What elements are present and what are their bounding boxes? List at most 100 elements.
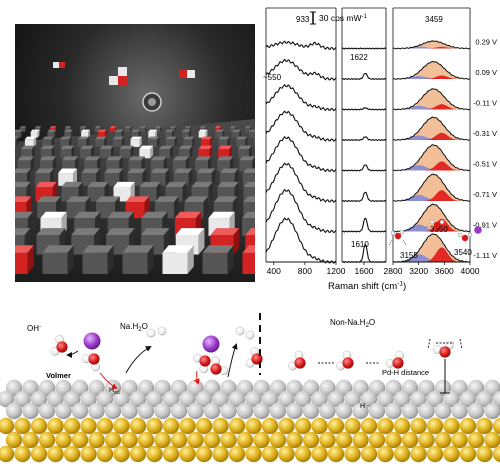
cube-top	[60, 136, 72, 140]
cube	[232, 131, 240, 138]
cube-top	[61, 181, 83, 188]
hydrogen-atom	[157, 326, 167, 336]
cube-top	[39, 156, 57, 161]
cube	[178, 148, 190, 159]
cube-side	[97, 156, 101, 172]
cube-side	[67, 245, 74, 274]
substrate-atom	[30, 417, 48, 435]
cube-side	[138, 129, 141, 138]
oh-label: OH-	[27, 324, 41, 333]
substrate-atom	[170, 431, 188, 449]
cube-top	[40, 211, 67, 219]
cube-side	[69, 136, 72, 147]
water-molecule	[288, 350, 306, 371]
oxygen-atom	[56, 341, 68, 353]
substrate-atom	[162, 417, 180, 435]
cube-side	[139, 136, 142, 147]
cube-side	[33, 136, 37, 147]
spectrum-trace-mid	[341, 191, 387, 203]
cube-side	[207, 156, 212, 172]
fit-area-total	[393, 117, 470, 140]
cube	[155, 127, 160, 132]
peak-label-3459: 3459	[425, 15, 443, 24]
raman-svg: 0.29 V 0.09 V -0.11 V -0.31 V -0.51 V -0.71 V…	[263, 7, 497, 292]
substrate-atom	[401, 431, 419, 449]
pd-atom	[476, 390, 493, 408]
oxygen-atom	[439, 346, 451, 358]
pd-atom	[47, 390, 64, 408]
fit-area-blue	[393, 135, 470, 140]
cube-side	[170, 145, 173, 159]
cube-top	[110, 126, 117, 128]
non-na-h2o-label: Non-Na.H2O	[330, 318, 375, 329]
inset-water-3350	[423, 219, 445, 229]
cube	[119, 148, 131, 159]
fit-area-blue	[393, 194, 470, 201]
cube-side	[188, 129, 191, 138]
cube-top	[198, 129, 208, 132]
scheme-svg: OH- Na.H2O Volmer Had Non-Na.H2O Pd-H di…	[0, 313, 500, 463]
cube-top	[36, 228, 66, 235]
pd-atom	[203, 402, 221, 420]
substrate-atom	[467, 431, 485, 449]
pd-atom	[360, 390, 378, 408]
pd-atom	[14, 390, 31, 408]
substrate-atom	[88, 431, 105, 449]
cube-side	[205, 129, 208, 138]
cube-side	[175, 126, 177, 132]
cube-side	[54, 129, 57, 138]
substrate-atom	[360, 445, 378, 463]
cube	[236, 139, 246, 147]
spectrum-trace-low	[265, 135, 337, 173]
x-tick-label: 800	[298, 266, 312, 276]
fit-area-blue	[393, 165, 470, 171]
cube-side	[71, 129, 74, 138]
pd-atom	[410, 390, 427, 408]
cube-top	[130, 136, 142, 140]
cube-top	[104, 168, 124, 174]
fit-area-total	[393, 174, 470, 201]
cube-top	[84, 156, 101, 161]
cube-top	[139, 145, 154, 149]
cube-top	[97, 129, 107, 132]
cube-top	[131, 129, 141, 132]
spectrum-trace-mid	[341, 107, 387, 111]
cube-side	[165, 168, 170, 186]
substrate-atom	[104, 431, 122, 449]
cube	[17, 160, 31, 172]
pd-atom	[228, 390, 246, 408]
cube-top	[30, 129, 40, 132]
pd-atom	[146, 390, 163, 408]
substrate-atom	[294, 445, 312, 463]
water-molecule	[193, 353, 211, 374]
inset-water-3155	[388, 229, 407, 246]
x-tick-label: 3600	[435, 266, 454, 276]
substrate-atom	[179, 445, 196, 463]
cube-top	[87, 181, 109, 188]
cube-top	[80, 126, 87, 128]
pd-atom	[129, 390, 147, 408]
cube-side	[192, 136, 195, 147]
peak-label-550: ~550	[263, 73, 282, 82]
substrate-atom	[434, 431, 452, 449]
cube	[194, 160, 208, 172]
cube-top	[165, 181, 187, 188]
cube-side	[208, 181, 213, 202]
render-svg	[1, 24, 275, 282]
cube	[172, 160, 186, 172]
pd-atom	[236, 402, 254, 420]
cube	[218, 148, 230, 159]
arrow	[66, 350, 79, 358]
cube	[215, 131, 223, 138]
pd-atom	[418, 402, 435, 420]
cube-top	[215, 129, 225, 132]
cube-top	[64, 129, 74, 132]
cube-top	[127, 168, 147, 174]
substrate-atom	[286, 431, 303, 449]
cube-top	[218, 136, 230, 140]
cube	[39, 160, 53, 172]
substrate-atom	[385, 431, 402, 449]
cube-side	[37, 129, 40, 138]
substrate-atom	[443, 445, 460, 463]
cube-side	[188, 168, 193, 186]
